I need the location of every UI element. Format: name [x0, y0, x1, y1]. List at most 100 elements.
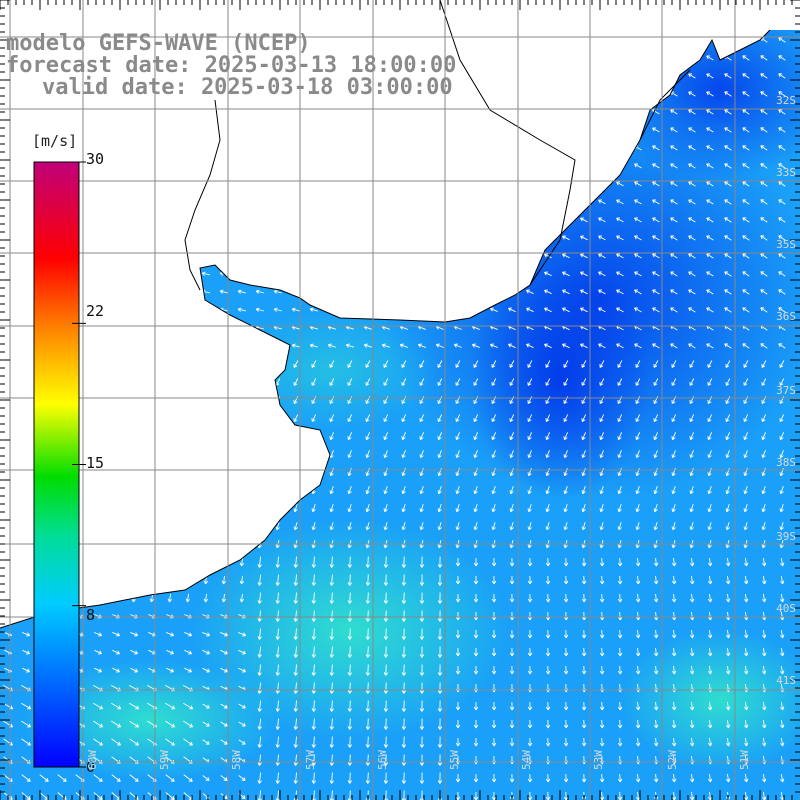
wind-arrow [455, 576, 461, 585]
wind-arrow [293, 610, 298, 622]
wind-arrow [563, 719, 569, 729]
wind-arrow [111, 702, 122, 710]
wind-arrow [419, 610, 425, 622]
wind-arrow [365, 522, 370, 531]
wind-arrow [671, 468, 676, 477]
wind-arrow [419, 414, 425, 422]
wind-arrow [616, 343, 624, 349]
wind-arrow [653, 593, 659, 603]
wind-arrow [689, 557, 695, 567]
wind-arrow [419, 736, 425, 748]
wind-arrow [635, 468, 640, 477]
wind-arrow [111, 774, 121, 782]
wind-arrow [581, 522, 586, 531]
wind-arrow [688, 199, 696, 205]
wind-arrow [742, 109, 750, 115]
wind-arrow [707, 701, 713, 711]
wind-arrow [617, 450, 622, 459]
wind-arrow [617, 701, 623, 711]
wind-arrow [617, 414, 623, 422]
wind-arrow [760, 289, 768, 295]
wind-arrow [599, 629, 605, 639]
wind-arrow [275, 664, 280, 676]
wind-arrow [365, 414, 371, 422]
wind-arrow [509, 450, 514, 459]
wind-arrow [238, 667, 246, 673]
wind-arrow [491, 360, 497, 368]
wind-arrow [329, 378, 335, 386]
wind-arrow [706, 127, 714, 133]
wind-arrow [706, 163, 714, 169]
wind-arrow [617, 773, 623, 783]
wind-arrow [184, 667, 192, 673]
wind-arrow [257, 700, 262, 712]
wind-arrow [527, 593, 533, 603]
wind-arrow [471, 343, 480, 349]
wind-arrow [762, 647, 767, 657]
wind-arrow [724, 307, 732, 313]
wind-arrow [544, 343, 552, 349]
wind-arrow [112, 631, 121, 637]
wind-arrow [599, 486, 604, 495]
wind-arrow [617, 647, 623, 657]
wind-arrow [202, 649, 210, 655]
wind-arrow [293, 360, 299, 368]
wind-arrow [581, 504, 586, 513]
wind-arrow [563, 773, 569, 783]
wind-arrow [401, 682, 407, 694]
wind-arrow [239, 575, 245, 585]
wind-arrow [527, 486, 532, 495]
wind-arrow [724, 253, 732, 259]
wind-arrow [111, 720, 122, 728]
wind-arrow [184, 631, 193, 637]
wind-arrow [473, 630, 479, 639]
wind-arrow [311, 504, 316, 513]
wind-arrow [275, 556, 280, 568]
wind-arrow [437, 522, 442, 531]
wind-arrow [545, 557, 551, 567]
wind-arrow [671, 575, 677, 585]
wind-arrow [725, 414, 731, 422]
wind-arrow [311, 378, 317, 386]
wind-arrow [491, 737, 497, 747]
wind-arrow [347, 378, 353, 386]
wind-arrow [762, 737, 767, 747]
wind-arrow [652, 235, 660, 241]
wind-arrow [744, 701, 749, 711]
wind-arrow [293, 646, 298, 658]
wind-arrow [653, 665, 659, 675]
wind-arrow [652, 163, 660, 169]
wind-arrow [383, 592, 389, 604]
wind-arrow [293, 736, 298, 748]
lat-label: 41S [776, 674, 796, 687]
wind-arrow [545, 504, 550, 513]
wind-arrow [419, 646, 425, 658]
wind-arrow [347, 414, 353, 422]
wind-arrow [329, 592, 334, 604]
wind-arrow [311, 736, 316, 748]
wind-arrow [527, 414, 533, 422]
wind-arrow [670, 145, 678, 151]
wind-arrow [689, 719, 695, 729]
wind-arrow [688, 217, 696, 223]
wind-arrow [166, 667, 174, 673]
wind-arrow [435, 343, 444, 348]
wind-arrow [329, 772, 334, 784]
valid-date: valid date: 2025-03-18 03:00:00 [42, 75, 453, 100]
wind-arrow [347, 610, 352, 622]
wind-arrow [22, 667, 30, 673]
wind-arrow [617, 575, 623, 585]
wind-arrow [491, 629, 497, 639]
wind-arrow [491, 378, 497, 386]
wind-arrow [653, 737, 659, 747]
wind-arrow [437, 556, 443, 568]
wind-arrow [742, 307, 750, 313]
wind-arrow [707, 378, 713, 386]
wind-arrow [761, 522, 766, 531]
wind-arrow [760, 163, 768, 169]
wind-arrow [780, 594, 785, 603]
wind-arrow [671, 414, 677, 422]
wind-arrow [778, 91, 786, 97]
wind-arrow [473, 594, 479, 603]
wind-arrow [491, 557, 497, 567]
